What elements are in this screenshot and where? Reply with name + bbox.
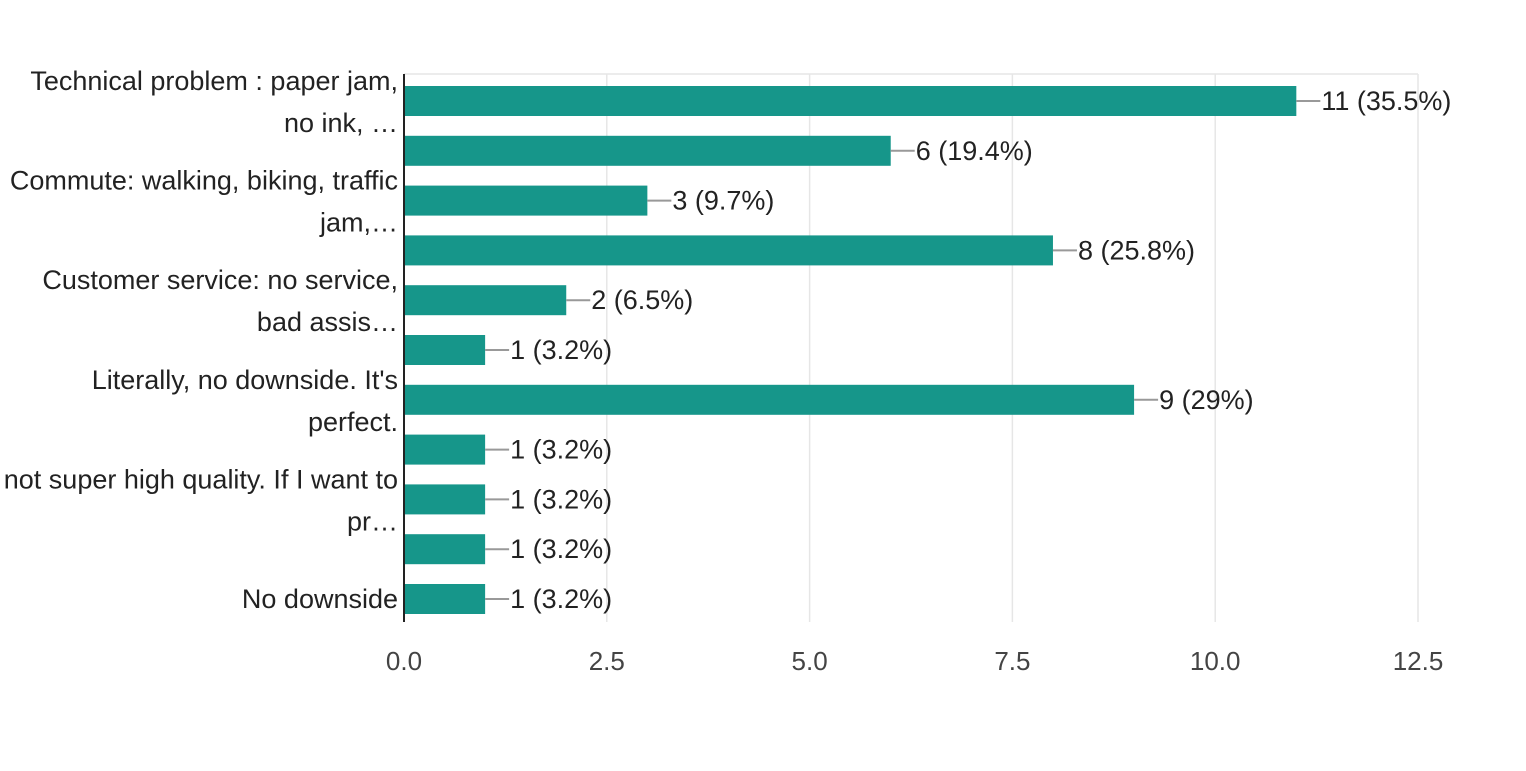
category-label-line: jam,… [319, 208, 398, 238]
data-label: 1 (3.2%) [510, 584, 612, 614]
category-label-line: bad assis… [257, 307, 398, 337]
bar [404, 235, 1053, 266]
data-label: 2 (6.5%) [591, 285, 693, 315]
data-label: 8 (25.8%) [1078, 235, 1195, 265]
data-label: 6 (19.4%) [916, 136, 1033, 166]
bar [404, 434, 486, 465]
data-label: 1 (3.2%) [510, 534, 612, 564]
data-label: 9 (29%) [1159, 385, 1254, 415]
x-tick-label: 0.0 [386, 646, 422, 676]
category-label-line: Customer service: no service, [42, 265, 398, 295]
bar [404, 135, 891, 166]
data-label: 1 (3.2%) [510, 335, 612, 365]
bar [404, 584, 486, 614]
x-tick-label: 10.0 [1190, 646, 1241, 676]
data-label: 1 (3.2%) [510, 484, 612, 514]
data-label: 1 (3.2%) [510, 435, 612, 465]
bar [404, 285, 567, 316]
bar [404, 484, 486, 515]
data-label: 11 (35.5%) [1321, 86, 1451, 116]
data-label: 3 (9.7%) [672, 186, 774, 216]
x-tick-label: 12.5 [1393, 646, 1444, 676]
bar [404, 384, 1135, 415]
x-tick-label: 7.5 [994, 646, 1030, 676]
bar [404, 534, 486, 565]
category-label-line: Commute: walking, biking, traffic [10, 166, 398, 196]
x-tick-label: 5.0 [792, 646, 828, 676]
category-label-line: no ink, … [284, 108, 398, 138]
category-label-line: not super high quality. If I want to [4, 464, 398, 494]
category-label-line: perfect. [308, 407, 398, 437]
x-tick-label: 2.5 [589, 646, 625, 676]
category-label-line: pr… [347, 506, 398, 536]
bar [404, 335, 486, 365]
category-label: No downside [242, 584, 398, 614]
bar [404, 185, 648, 216]
bar [404, 86, 1297, 116]
category-label-line: Technical problem : paper jam, [30, 66, 398, 96]
category-label-line: Literally, no downside. It's [92, 365, 398, 395]
